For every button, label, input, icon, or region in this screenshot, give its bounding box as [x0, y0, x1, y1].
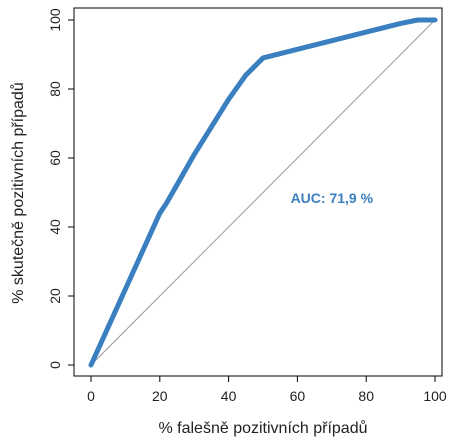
- y-tick-label: 40: [47, 219, 63, 235]
- x-axis-title: % falešně pozitivních případů: [158, 419, 367, 437]
- x-tick-label: 100: [423, 388, 447, 404]
- y-tick-label: 80: [47, 81, 63, 97]
- plot-frame: [73, 7, 443, 377]
- roc-curve: [88, 17, 438, 368]
- y-axis-title: % skutečně pozitivních případů: [9, 82, 27, 303]
- x-axis: 0 20 40 60 80 100: [87, 376, 447, 404]
- x-tick-label: 60: [290, 388, 306, 404]
- y-tick-label: 0: [47, 361, 63, 369]
- auc-annotation: AUC: 71,9 %: [291, 190, 374, 206]
- x-tick-label: 40: [221, 388, 237, 404]
- diagonal-reference-line: [90, 19, 436, 366]
- x-tick-label: 0: [87, 388, 95, 404]
- y-tick-label: 100: [47, 8, 63, 32]
- y-tick-label: 20: [47, 288, 63, 304]
- y-axis: 0 20 40 60 80 100: [47, 8, 74, 369]
- x-tick-label: 20: [152, 388, 168, 404]
- x-tick-label: 80: [358, 388, 374, 404]
- y-tick-label: 60: [47, 150, 63, 166]
